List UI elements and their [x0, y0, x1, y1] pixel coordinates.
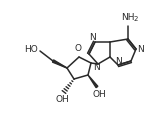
Text: O: O [75, 44, 82, 53]
Text: OH: OH [92, 90, 106, 99]
Text: NH: NH [121, 13, 135, 22]
Text: N: N [90, 34, 96, 42]
Text: HO: HO [24, 44, 38, 54]
Text: N: N [115, 56, 121, 66]
Text: N: N [93, 64, 99, 72]
Text: N: N [138, 44, 144, 54]
Text: 2: 2 [134, 16, 138, 22]
Polygon shape [88, 75, 98, 88]
Polygon shape [52, 60, 67, 68]
Text: OH: OH [55, 95, 69, 104]
